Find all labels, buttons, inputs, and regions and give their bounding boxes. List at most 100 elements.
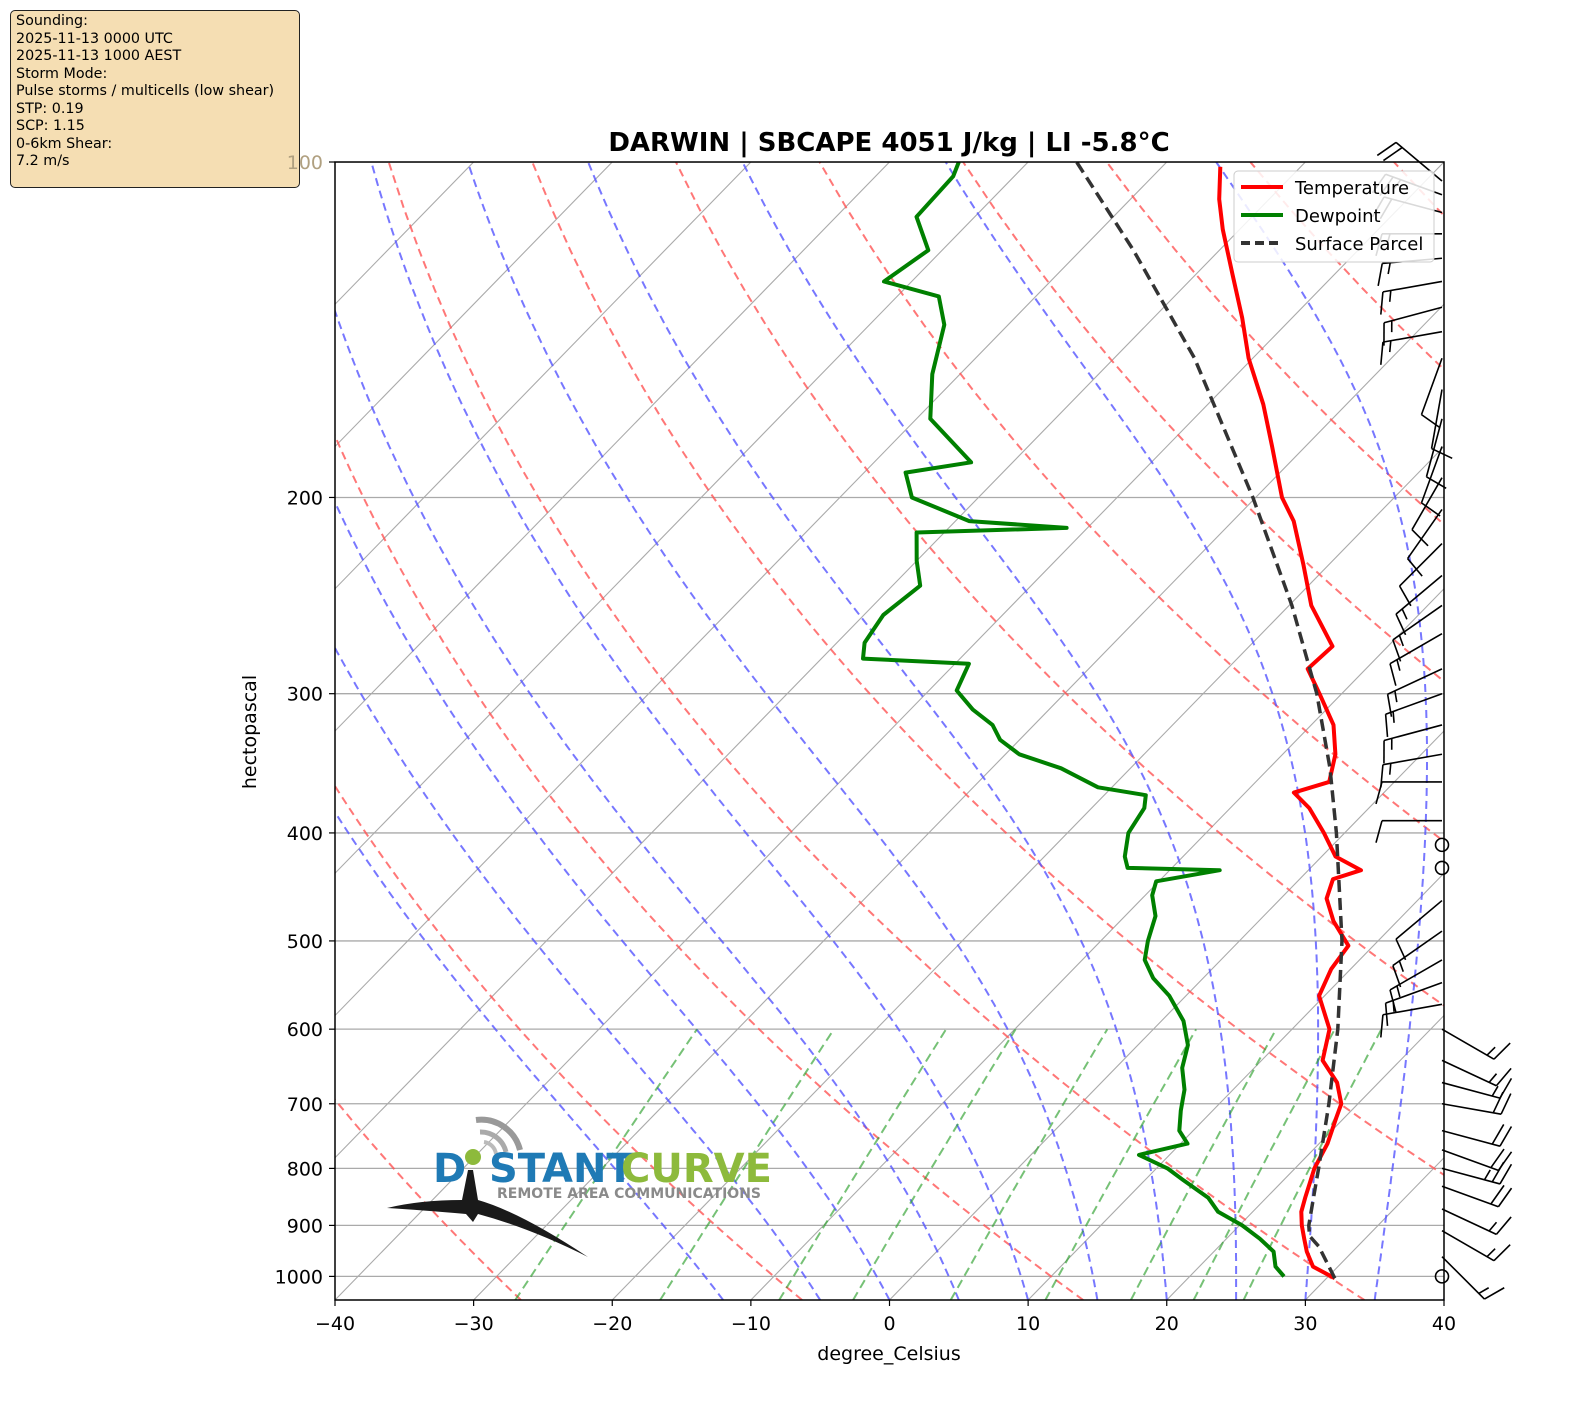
- barb-flag: [1376, 141, 1397, 157]
- moist-adiabat-line: [335, 499, 891, 1300]
- info-line: Sounding:: [16, 13, 88, 29]
- calm-circle: [1434, 837, 1450, 853]
- info-box: Sounding: 2025-11-13 0000 UTC 2025-11-13…: [10, 10, 300, 188]
- barb-staff: [1395, 899, 1443, 940]
- x-axis-label: degree_Celsius: [817, 1343, 960, 1365]
- barb-half-flag: [1398, 960, 1405, 972]
- barb-staff: [1441, 1149, 1499, 1172]
- isotherm-line: [1443, 1299, 1444, 1300]
- info-line: 0-6km Shear:: [16, 135, 113, 152]
- x-tick-label: 0: [883, 1313, 895, 1335]
- distant-curve-logo: D STANT CURVE REMOTE AREA COMMUNICATIONS: [387, 1116, 772, 1257]
- barb-staff: [1441, 1167, 1501, 1185]
- barb-flag: [1386, 694, 1393, 717]
- mixing-ratio-line: [852, 1028, 1017, 1300]
- wind-barb: [1392, 930, 1443, 988]
- barb-flag: [1380, 764, 1384, 788]
- barb-half-flag: [1488, 1073, 1498, 1083]
- wind-barb: [1434, 860, 1450, 876]
- x-tick-label: 40: [1432, 1313, 1456, 1335]
- barb-staff: [1389, 632, 1443, 665]
- barb-flag: [1491, 1124, 1505, 1145]
- antenna-icon: [387, 1170, 588, 1257]
- barb-half-flag: [1396, 985, 1401, 998]
- barb-flag: [1395, 613, 1407, 636]
- y-tick-label: 200: [287, 487, 323, 509]
- barb-flag: [1499, 1077, 1513, 1099]
- barb-flag: [1384, 1003, 1389, 1026]
- moist-adiabat-line: [587, 162, 1168, 1300]
- barb-flag: [1421, 502, 1441, 517]
- x-tick-label: −40: [315, 1313, 355, 1335]
- logo-text-stant: STANT: [489, 1146, 634, 1192]
- dry-adiabat-line: [818, 162, 1444, 843]
- legend-label-temperature: Temperature: [1294, 178, 1409, 199]
- barb-staff: [1441, 1102, 1502, 1115]
- isotherm-line: [0, 162, 196, 1300]
- isotherm-line: [335, 162, 1444, 1300]
- legend-label-dewpoint: Dewpoint: [1295, 206, 1381, 227]
- barb-flag: [1384, 714, 1389, 738]
- mixing-ratio-line: [514, 1028, 698, 1300]
- wind-barb: [1380, 330, 1443, 365]
- barb-flag: [1484, 1287, 1505, 1300]
- barb-flag: [1500, 1093, 1512, 1115]
- barb-half-flag: [1401, 608, 1408, 620]
- y-tick-label: 900: [287, 1215, 323, 1237]
- barb-staff: [1441, 1208, 1497, 1236]
- wind-barb: [1395, 574, 1443, 636]
- info-line: STP: 0.19: [16, 100, 84, 117]
- chart-title: DARWIN | SBCAPE 4051 J/kg | LI -5.8°C: [608, 128, 1169, 158]
- barb-staff: [1395, 574, 1443, 615]
- barb-flag: [1493, 1244, 1511, 1262]
- wind-barb: [1383, 724, 1443, 764]
- info-line: Storm Mode:: [16, 65, 108, 82]
- barb-flag: [1395, 938, 1407, 961]
- x-tick-label: 10: [1016, 1313, 1040, 1335]
- isotherm-line: [1166, 1014, 1444, 1300]
- wind-barb: [1384, 692, 1443, 738]
- wind-barb: [1441, 1124, 1513, 1147]
- y-tick-label: 700: [287, 1094, 323, 1116]
- barb-half-flag: [1478, 1287, 1490, 1295]
- wind-barb: [1389, 959, 1443, 1013]
- barb-flag: [1375, 820, 1383, 843]
- info-line: Pulse storms / multicells (low shear): [16, 83, 275, 99]
- dry-adiabat-line: [335, 1098, 522, 1300]
- barb-staff: [1411, 477, 1443, 531]
- barb-half-flag: [1388, 763, 1392, 775]
- mixing-ratio-line: [1242, 1028, 1383, 1300]
- barb-staff: [1420, 446, 1443, 504]
- wind-barb: [1441, 1091, 1512, 1115]
- moist-adiabat-line: [335, 645, 822, 1300]
- logo-text-curve: CURVE: [621, 1146, 772, 1192]
- barb-staff: [1430, 389, 1443, 449]
- y-tick-label: 800: [287, 1158, 323, 1180]
- calm-circle: [1434, 1269, 1450, 1284]
- signal-arc-icon: [479, 1129, 509, 1153]
- barb-staff: [1420, 357, 1443, 415]
- logo-text-d: D: [433, 1146, 466, 1192]
- dry-adiabat-line: [335, 784, 803, 1300]
- barb-flag: [1382, 146, 1403, 162]
- barb-flag: [1389, 663, 1397, 686]
- wind-barb: [1441, 1077, 1513, 1099]
- barb-half-flag: [1488, 1221, 1498, 1232]
- barb-staff: [1441, 1028, 1495, 1060]
- calm-circle: [1434, 860, 1450, 876]
- barb-staff: [1392, 930, 1443, 967]
- wind-barb: [1395, 899, 1443, 961]
- mixing-ratio-line: [1044, 1028, 1197, 1300]
- wind-barb: [1380, 280, 1443, 315]
- x-tick-label: 30: [1293, 1313, 1317, 1335]
- info-line: 2025-11-13 1000 AEST: [16, 48, 182, 64]
- barb-flag: [1406, 558, 1423, 577]
- barb-flag: [1495, 1067, 1512, 1087]
- barb-flag: [1392, 639, 1402, 662]
- mixing-ratio-line: [778, 1028, 947, 1300]
- isotherm-line: [335, 162, 1029, 875]
- logo-dot-icon: [465, 1149, 481, 1165]
- wind-barb: [1434, 837, 1450, 853]
- isotherm-line: [335, 162, 752, 590]
